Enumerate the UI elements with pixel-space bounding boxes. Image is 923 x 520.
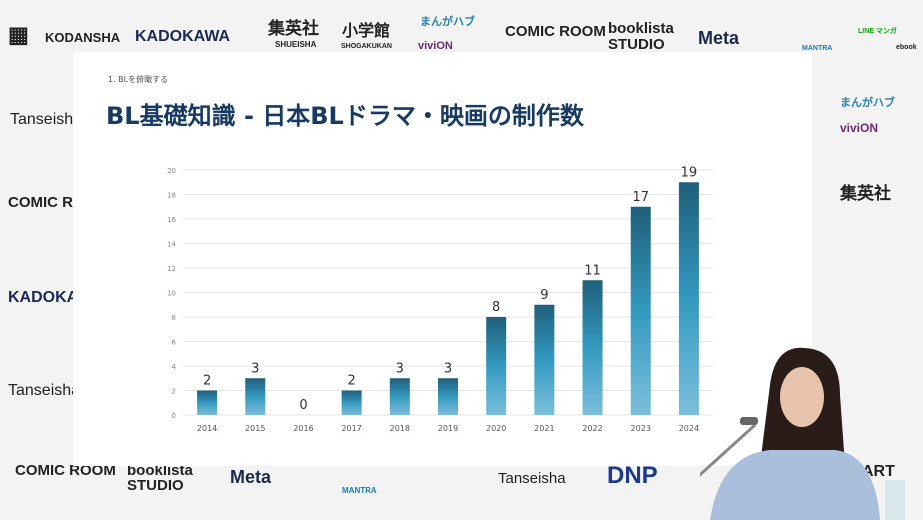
x-tick-label: 2014 (197, 424, 217, 433)
logo-vivion: viviON (418, 40, 453, 52)
y-tick-label: 18 (167, 192, 176, 200)
logo-meta: Meta (698, 28, 740, 48)
logo-art: ART (862, 463, 895, 480)
y-tick-label: 6 (172, 339, 177, 347)
y-tick-label: 16 (167, 216, 176, 224)
x-tick-label: 2023 (631, 424, 651, 433)
data-label: 19 (681, 165, 698, 180)
data-label: 0 (299, 398, 307, 413)
x-tick-label: 2018 (390, 424, 410, 433)
logo-ebook: ebook (896, 44, 917, 51)
logo-kodansha: KODANSHA (45, 30, 121, 45)
y-tick-label: 0 (172, 412, 176, 420)
water-bottle (885, 480, 905, 520)
logo-studio-2: STUDIO (127, 477, 184, 494)
data-label: 8 (492, 300, 500, 315)
presenter-video (700, 347, 905, 520)
y-tick-label: 4 (172, 363, 177, 371)
x-tick-label: 2024 (679, 424, 699, 433)
x-tick-label: 2019 (438, 424, 458, 433)
data-label: 3 (251, 361, 259, 376)
presenter-face (780, 367, 824, 427)
logo-shogakukan-en: SHOGAKUKAN (341, 43, 392, 50)
logo-studio: STUDIO (608, 36, 665, 53)
logo-booklista: booklista (608, 20, 674, 37)
data-label: 2 (347, 374, 355, 389)
logo-shueisha: 集英社 (268, 19, 319, 38)
data-label: 11 (584, 263, 601, 278)
bar-2019 (438, 378, 458, 415)
breadcrumb: 1. BLを俯瞰する (108, 75, 169, 84)
bar-2023 (630, 206, 651, 415)
bar-2024 (678, 182, 699, 415)
data-label: 17 (632, 190, 649, 205)
bar-2014 (197, 390, 218, 415)
bar-2021 (534, 304, 555, 415)
microphone-icon (740, 417, 758, 425)
y-tick-label: 10 (167, 290, 176, 298)
presentation-slide: 1. BLを俯瞰する BL基礎知識 - 日本BLドラマ・映画の制作数 0 2 4 6 8… (73, 52, 812, 466)
microphone-stand (700, 423, 757, 477)
logo-tanseisha-3: Tanseisha (498, 470, 566, 487)
logo-kadokawa: KADOKAWA (135, 28, 231, 45)
y-tick-label: 8 (172, 314, 176, 322)
bar-2018 (389, 378, 410, 415)
logo-tanseisha-2: Tanseisha (8, 382, 81, 399)
logo-booklista-2: booklista (127, 462, 193, 479)
bar-2020 (486, 317, 507, 415)
presenter-shirt (710, 450, 880, 520)
logo-comic-room: COMIC ROOM (505, 23, 606, 40)
data-label: 2 (203, 374, 211, 389)
logo-line-manga: LINE マンガ (858, 28, 897, 35)
logo-comic-room-3: COMIC ROOM (15, 462, 116, 479)
bar-chart: 0 2 4 6 8 10 12 14 16 18 20 2 2014 3 2015 0 2016 2 2017 3 20… (167, 165, 713, 433)
x-tick-label: 2021 (534, 424, 554, 433)
slide-title: BL基礎知識 - 日本BLドラマ・映画の制作数 (106, 102, 584, 130)
x-tick-label: 2020 (486, 424, 506, 433)
logo-meta-2: Meta (230, 467, 272, 487)
logo-tanseisha: Tanseisha (10, 111, 83, 128)
data-label: 3 (444, 361, 452, 376)
bar-2015 (245, 378, 266, 415)
y-tick-label: 14 (167, 241, 176, 249)
x-tick-label: 2016 (293, 424, 313, 433)
bar-2022 (582, 280, 603, 415)
logo-shueisha-en: SHUEISHA (275, 40, 317, 49)
x-tick-label: 2017 (341, 424, 361, 433)
logo-shueisha-2: 集英社 (840, 184, 891, 203)
logo-dnp: DNP (607, 462, 658, 489)
y-tick-label: 20 (167, 167, 176, 175)
x-tick-label: 2015 (245, 424, 265, 433)
logo-mangahub-2: まんがハブ (840, 97, 895, 109)
y-tick-label: 2 (172, 388, 176, 396)
bar-2017 (341, 390, 362, 415)
logo-vivion-2: viviON (840, 121, 879, 135)
logo-mantra: MANTRA (802, 45, 833, 52)
data-label: 9 (540, 288, 548, 303)
x-tick-label: 2022 (582, 424, 602, 433)
logo-mantra-2: MANTRA (342, 486, 377, 495)
kodansha-logo-icon: ▦ (8, 22, 29, 47)
y-tick-label: 12 (167, 265, 176, 273)
logo-shogakukan: 小学館 (342, 23, 391, 40)
logo-mangahub: まんがハブ (420, 16, 475, 28)
data-label: 3 (396, 361, 404, 376)
